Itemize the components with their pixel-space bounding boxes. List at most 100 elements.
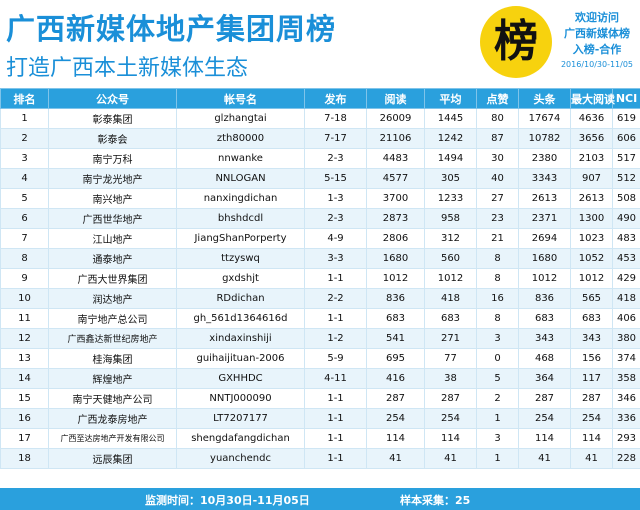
table-cell: 468 [518,348,571,369]
table-cell: 254 [366,408,425,429]
table-cell: 通泰地产 [48,248,177,269]
table-cell: 2 [476,388,519,409]
table-cell: 13 [0,348,49,369]
table-cell: 565 [570,288,613,309]
table-cell: 1 [476,408,519,429]
table-cell: 418 [424,288,477,309]
table-cell: 38 [424,368,477,389]
table-cell: 1300 [570,208,613,229]
table-cell: 3 [476,428,519,449]
table-row: 14 辉煌地产 GXHHDC 4-11 416 38 5 364 117 358 [0,368,640,389]
table-cell: 4636 [570,108,613,129]
table-cell: 1-2 [304,328,367,349]
table-cell: shengdafangdichan [176,428,305,449]
table-cell: 14 [0,368,49,389]
table-cell: 7-17 [304,128,367,149]
table-row: 17 广西至达房地产开发有限公司 shengdafangdichan 1-1 114 11… [0,428,640,449]
table-header-row: 排名 公众号 帐号名 发布 阅读 平均 点赞 头条 最大阅读 NCI [0,88,640,109]
table-cell: 5 [0,188,49,209]
table-cell: 254 [518,408,571,429]
table-cell: 490 [612,208,640,229]
table-cell: 287 [570,388,613,409]
table-cell: 26009 [366,108,425,129]
table-cell: 0 [476,348,519,369]
table-cell: 4577 [366,168,425,189]
table-cell: 1-1 [304,448,367,469]
table-cell: 1012 [366,268,425,289]
table-cell: 1-3 [304,188,367,209]
table-cell: 836 [366,288,425,309]
table-cell: 1012 [424,268,477,289]
table-cell: 1-1 [304,308,367,329]
table-cell: 8 [476,248,519,269]
table-cell: 南兴地产 [48,188,177,209]
table-cell: 南宁天健地产公司 [48,388,177,409]
table-cell: 11 [0,308,49,329]
table-cell: 1445 [424,108,477,129]
table-row: 1 彰泰集团 glzhangtai 7-18 26009 1445 80 17674 4636 6… [0,108,640,129]
table-cell: RDdichan [176,288,305,309]
table-cell: 287 [366,388,425,409]
table-cell: 418 [612,288,640,309]
table-cell: 836 [518,288,571,309]
table-cell: 16 [0,408,49,429]
table-cell: 1-1 [304,408,367,429]
slogan: 欢迎访问 广西新媒体榜 入榜-合作 2016/10/30-11/05 [556,10,638,72]
table-cell: 南宁万科 [48,148,177,169]
table-cell: 517 [612,148,640,169]
table-cell: 364 [518,368,571,389]
table-cell: 10 [0,288,49,309]
table-cell: 2 [0,128,49,149]
table-cell: 3 [0,148,49,169]
table-cell: 1680 [518,248,571,269]
table-cell: 293 [612,428,640,449]
table-cell: NNLOGAN [176,168,305,189]
table-cell: 1233 [424,188,477,209]
table-row: 12 广西鑫达新世纪房地产 xindaxinshiji 1-2 541 271 3 343 34… [0,328,640,349]
table-cell: 7 [0,228,49,249]
table-cell: 2-3 [304,208,367,229]
table-cell: ttzyswq [176,248,305,269]
table-cell: 374 [612,348,640,369]
ranking-table: 排名 公众号 帐号名 发布 阅读 平均 点赞 头条 最大阅读 NCI 1 彰泰集团 glzhangta… [0,88,640,469]
date-range: 2016/10/30-11/05 [560,60,634,69]
table-cell: 2371 [518,208,571,229]
column-header: 发布 [304,88,367,109]
table-cell: 4 [0,168,49,189]
table-cell: 润达地产 [48,288,177,309]
table-body: 1 彰泰集团 glzhangtai 7-18 26009 1445 80 17674 4636 6… [0,108,640,469]
table-cell: 683 [570,308,613,329]
table-cell: 40 [476,168,519,189]
table-cell: 5-9 [304,348,367,369]
table-cell: zth80000 [176,128,305,149]
table-cell: 5-15 [304,168,367,189]
table-cell: 41 [424,448,477,469]
table-cell: 683 [366,308,425,329]
table-cell: 114 [424,428,477,449]
table-cell: 254 [570,408,613,429]
table-cell: 1-1 [304,428,367,449]
slogan-line: 入榜-合作 [572,43,622,56]
table-cell: nanxingdichan [176,188,305,209]
table-cell: 广西世华地产 [48,208,177,229]
table-cell: 1 [0,108,49,129]
table-cell: 7-18 [304,108,367,129]
table-cell: 1494 [424,148,477,169]
slogan-line: 广西新媒体榜 [564,27,630,40]
table-cell: 彰泰会 [48,128,177,149]
table-cell: 21 [476,228,519,249]
table-cell: 1242 [424,128,477,149]
table-cell: 17674 [518,108,571,129]
table-row: 2 彰泰会 zth80000 7-17 21106 1242 87 10782 3656 606 [0,128,640,149]
table-cell: 23 [476,208,519,229]
table-cell: 541 [366,328,425,349]
table-cell: 南宁龙光地产 [48,168,177,189]
table-row: 10 润达地产 RDdichan 2-2 836 418 16 836 565 418 [0,288,640,309]
table-cell: 907 [570,168,613,189]
table-cell: GXHHDC [176,368,305,389]
table-cell: 5 [476,368,519,389]
table-cell: 广西至达房地产开发有限公司 [48,428,177,449]
table-cell: 广西鑫达新世纪房地产 [48,328,177,349]
column-header: 阅读 [366,88,425,109]
table-cell: 桂海集团 [48,348,177,369]
